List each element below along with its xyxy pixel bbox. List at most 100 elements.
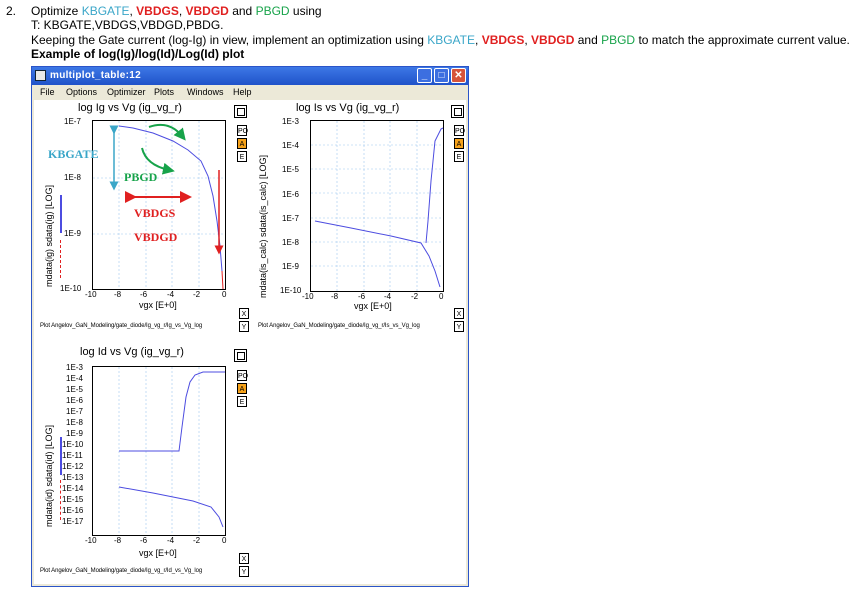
- ig-ytick: 1E-9: [64, 229, 81, 238]
- ig-po-button[interactable]: PO: [237, 125, 248, 136]
- is-po-button[interactable]: PO: [454, 125, 465, 136]
- menu-options[interactable]: Options: [66, 87, 98, 97]
- menubar: File Options Optimizer Plots Windows Hel…: [32, 85, 468, 99]
- id-xtick: -6: [140, 536, 148, 545]
- pbgd-arrow-upper: [148, 123, 186, 141]
- is-a-button[interactable]: A: [454, 138, 464, 149]
- kbgate-annotation: KBGATE: [48, 147, 99, 161]
- ig-layout-icon[interactable]: [234, 105, 247, 118]
- ig-xtick: -4: [167, 290, 175, 299]
- id-ytick: 1E-8: [66, 418, 83, 427]
- is-layout-icon[interactable]: [451, 105, 464, 118]
- ig-xtick: -10: [85, 290, 97, 299]
- id-x-axis-label: vgx [E+0]: [139, 548, 177, 558]
- is-ytick: 1E-10: [280, 286, 302, 295]
- id-e-button[interactable]: E: [237, 396, 247, 407]
- id-plot-title: log Id vs Vg (ig_vg_r): [80, 346, 184, 358]
- app-icon: [35, 70, 46, 81]
- id-ytick: 1E-4: [66, 374, 83, 383]
- id-footer: Plot Angelov_GaN_Modeling/gate_diode/Ig_…: [40, 568, 203, 574]
- ig-xtick: -6: [140, 290, 148, 299]
- is-plot-title: log Is vs Vg (ig_vg_r): [296, 102, 400, 114]
- id-ytick: 1E-12: [62, 462, 84, 471]
- ig-ytick: 1E-7: [64, 117, 81, 126]
- is-xtick: -4: [384, 292, 392, 301]
- vbdgd-term: VBDGD: [185, 4, 229, 18]
- id-ytick: 1E-5: [66, 385, 83, 394]
- is-footer: Plot Angelov_GaN_Modeling/gate_diode/Ig_…: [258, 323, 420, 329]
- is-ytick: 1E-3: [282, 117, 299, 126]
- id-ytick: 1E-13: [62, 473, 84, 482]
- close-button[interactable]: ✕: [451, 68, 466, 83]
- id-layout-icon[interactable]: [234, 349, 247, 362]
- is-sim-curve-rise: [425, 127, 444, 244]
- is-y-button[interactable]: Y: [454, 321, 464, 332]
- menu-optimizer[interactable]: Optimizer: [107, 87, 146, 97]
- is-ytick: 1E-4: [282, 141, 299, 150]
- id-ytick: 1E-15: [62, 495, 84, 504]
- multiplot-window: multiplot_table:12 _ □ ✕ File Options Op…: [31, 66, 469, 587]
- maximize-button[interactable]: □: [434, 68, 449, 83]
- is-xtick: -8: [331, 292, 339, 301]
- id-ytick: 1E-14: [62, 484, 84, 493]
- ig-plot-title: log Ig vs Vg (ig_vg_r): [78, 102, 182, 114]
- id-ytick: 1E-16: [62, 506, 84, 515]
- id-plot[interactable]: [92, 366, 226, 536]
- id-plot-svg: [118, 367, 225, 535]
- vbdgs-term: VBDGS: [136, 4, 179, 18]
- ig-sim-curve: [118, 125, 223, 272]
- id-a-button[interactable]: A: [237, 383, 247, 394]
- ig-y-button[interactable]: Y: [239, 321, 249, 332]
- id-x-button[interactable]: X: [239, 553, 249, 564]
- plot-area: log Ig vs Vg (ig_vg_r) mdata(ig) sdata(i…: [34, 100, 466, 584]
- id-xtick: -4: [167, 536, 175, 545]
- minimize-button[interactable]: _: [417, 68, 432, 83]
- id-xtick: -8: [114, 536, 122, 545]
- ig-x-button[interactable]: X: [239, 308, 249, 319]
- menu-plots[interactable]: Plots: [154, 87, 175, 97]
- id-ytick: 1E-10: [62, 440, 84, 449]
- window-titlebar[interactable]: multiplot_table:12 _ □ ✕: [32, 67, 468, 85]
- is-plot[interactable]: [310, 120, 444, 292]
- id-y-button[interactable]: Y: [239, 566, 249, 577]
- is-y-axis-label: mdata(is_calc) sdata(is_calc) [LOG]: [258, 154, 268, 298]
- ig-a-button[interactable]: A: [237, 138, 247, 149]
- ig-annotation-arrows: [109, 123, 224, 255]
- is-sim-curve: [314, 220, 441, 288]
- id-ytick: 1E-3: [66, 363, 83, 372]
- kbgate-term: KBGATE: [81, 4, 130, 18]
- is-e-button[interactable]: E: [454, 151, 464, 162]
- is-x-axis-label: vgx [E+0]: [354, 301, 392, 311]
- ig-xtick: 0: [222, 290, 227, 299]
- is-x-button[interactable]: X: [454, 308, 464, 319]
- doc-line-2: T: KBGATE,VBDGS,VBDGD,PBDG.: [31, 18, 224, 32]
- ig-e-button[interactable]: E: [237, 151, 247, 162]
- menu-help[interactable]: Help: [233, 87, 252, 97]
- vbdgs-annotation: VBDGS: [134, 206, 176, 220]
- doc-line-1: Optimize KBGATE, VBDGS, VBDGD and PBGD u…: [31, 4, 322, 18]
- is-ytick: 1E-8: [282, 238, 299, 247]
- ig-x-axis-label: vgx [E+0]: [139, 300, 177, 310]
- is-ytick: 1E-9: [282, 262, 299, 271]
- pbgd-term: PBGD: [255, 4, 290, 18]
- id-xtick: 0: [222, 536, 227, 545]
- id-ytick: 1E-6: [66, 396, 83, 405]
- id-xtick: -10: [85, 536, 97, 545]
- is-ytick: 1E-5: [282, 165, 299, 174]
- menu-windows[interactable]: Windows: [187, 87, 224, 97]
- id-ytick: 1E-17: [62, 517, 84, 526]
- vbdgd-annotation: VBDGD: [134, 230, 178, 244]
- is-xtick: -2: [411, 292, 419, 301]
- menu-file[interactable]: File: [40, 87, 55, 97]
- is-xtick: -6: [358, 292, 366, 301]
- id-ytick: 1E-11: [62, 451, 83, 460]
- ig-ytick: 1E-8: [64, 173, 81, 182]
- id-legend-meas: [60, 480, 61, 520]
- id-y-axis-label: mdata(id) sdata(id) [LOG]: [44, 424, 54, 527]
- is-xtick: 0: [439, 292, 444, 301]
- id-legend-sim: [60, 437, 62, 475]
- id-ytick: 1E-9: [66, 429, 83, 438]
- ig-xtick: -8: [114, 290, 122, 299]
- is-ytick: 1E-7: [282, 214, 299, 223]
- id-po-button[interactable]: PO: [237, 370, 248, 381]
